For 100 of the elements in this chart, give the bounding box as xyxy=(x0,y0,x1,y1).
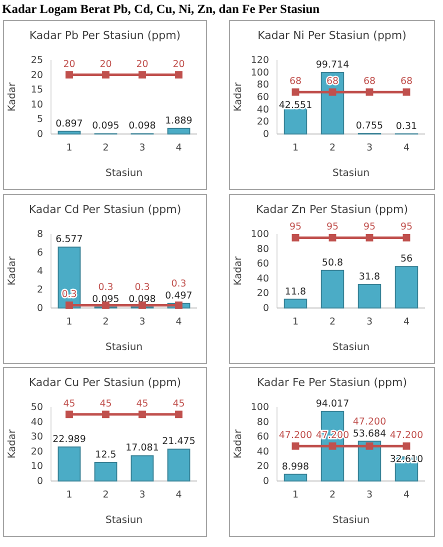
data-label: 0.098 xyxy=(128,294,156,306)
bar xyxy=(394,266,418,308)
y-axis-title: Kadar xyxy=(7,82,18,112)
data-label: 56 xyxy=(400,254,413,265)
chart-title: Kadar Cd Per Stasiun (ppm) xyxy=(28,203,182,216)
x-tick-label: 4 xyxy=(403,490,410,501)
data-label: 0.3 xyxy=(171,278,186,290)
bar xyxy=(94,462,118,482)
y-tick-label: 0 xyxy=(36,303,43,314)
data-label: 0.3 xyxy=(98,282,114,294)
y-tick-label: 40 xyxy=(256,446,269,458)
y-tick-label: 100 xyxy=(250,229,269,240)
x-tick-label: 2 xyxy=(102,142,109,154)
data-label: 99.714 xyxy=(316,60,350,71)
data-label: 95 xyxy=(326,222,339,233)
y-tick-label: 60 xyxy=(256,432,269,443)
x-tick-label: 2 xyxy=(102,316,109,328)
y-tick-label: 0 xyxy=(36,476,43,488)
x-axis-title: Stasiun xyxy=(332,342,370,353)
chart-title: Kadar Pb Per Stasiun (ppm) xyxy=(29,29,181,42)
x-axis-title: Stasiun xyxy=(105,342,143,353)
x-tick-label: 3 xyxy=(139,142,146,154)
data-label: 6.577 xyxy=(56,234,83,246)
x-tick-label: 4 xyxy=(403,142,410,154)
bar xyxy=(320,270,344,308)
x-axis-title: Stasiun xyxy=(332,515,370,526)
y-axis-title: Kadar xyxy=(7,428,18,459)
data-label: 95 xyxy=(363,222,376,233)
x-tick-label: 2 xyxy=(329,142,336,154)
data-label: 0.755 xyxy=(356,120,384,132)
y-tick-label: 6 xyxy=(36,248,43,259)
data-label: 68 xyxy=(326,76,339,88)
data-label: 1.889 xyxy=(165,115,192,126)
data-label: 45 xyxy=(136,398,148,410)
data-label: 47.200 xyxy=(278,430,312,442)
y-tick-label: 8 xyxy=(36,229,43,240)
y-tick-label: 50 xyxy=(30,402,43,414)
y-tick-label: 40 xyxy=(256,104,269,116)
y-tick-label: 30 xyxy=(30,432,43,443)
data-label: 45 xyxy=(100,398,112,410)
data-label: 95 xyxy=(289,222,302,233)
data-label: 45 xyxy=(172,398,185,410)
x-tick-label: 4 xyxy=(176,142,182,154)
y-axis-title: Kadar xyxy=(233,428,244,459)
data-label: 0.897 xyxy=(56,118,83,130)
bar xyxy=(167,448,190,482)
data-label: 12.5 xyxy=(95,450,116,460)
data-label: 68 xyxy=(363,76,376,88)
x-tick-label: 1 xyxy=(66,142,72,154)
data-label: 20 xyxy=(100,58,112,70)
y-tick-label: 80 xyxy=(256,80,269,91)
data-label: 20 xyxy=(136,58,148,70)
y-tick-label: 0 xyxy=(262,303,269,314)
x-tick-label: 3 xyxy=(139,490,146,501)
y-tick-label: 40 xyxy=(256,273,269,284)
x-tick-label: 1 xyxy=(292,316,299,328)
data-label: 94.017 xyxy=(316,398,350,410)
x-tick-label: 1 xyxy=(66,316,72,328)
data-label: 8.998 xyxy=(282,461,310,472)
data-label: 0.3 xyxy=(62,289,77,300)
data-label: 20 xyxy=(63,58,76,70)
x-tick-label: 2 xyxy=(329,490,336,501)
data-label: 68 xyxy=(289,76,302,88)
bar xyxy=(284,298,308,308)
y-tick-label: 100 xyxy=(250,402,269,414)
x-axis-title: Stasiun xyxy=(105,168,143,179)
data-label: 47.200 xyxy=(352,416,386,428)
x-tick-label: 2 xyxy=(102,490,109,501)
x-tick-label: 1 xyxy=(66,490,72,501)
bar xyxy=(58,446,81,482)
bar xyxy=(284,107,308,134)
x-tick-label: 4 xyxy=(403,316,410,328)
y-tick-label: 0 xyxy=(36,129,43,140)
y-tick-label: 15 xyxy=(30,84,43,96)
data-label: 11.8 xyxy=(284,286,306,298)
y-tick-label: 25 xyxy=(30,55,43,66)
y-tick-label: 80 xyxy=(256,416,269,428)
text: Kadar Logam Berat Pb, Cd, Cu, Ni, Zn, dan Fe Per Stasiun xyxy=(2,2,320,16)
data-label: 0.31 xyxy=(396,120,418,132)
data-label: 0.497 xyxy=(165,290,192,302)
chart-title: Kadar Zn Per Stasiun (ppm) xyxy=(256,203,408,216)
bar xyxy=(284,474,308,482)
data-label: 47.200 xyxy=(390,430,424,442)
y-tick-label: 4 xyxy=(36,266,43,278)
data-label: 45 xyxy=(63,398,76,410)
y-tick-label: 5 xyxy=(36,114,43,126)
y-tick-label: 80 xyxy=(256,244,269,255)
x-tick-label: 3 xyxy=(366,490,373,501)
y-tick-label: 0 xyxy=(262,129,269,140)
y-tick-label: 10 xyxy=(30,99,43,110)
x-tick-label: 1 xyxy=(292,142,299,154)
data-label: 50.8 xyxy=(322,257,344,268)
data-label: 21.475 xyxy=(162,436,196,448)
y-axis-title: Kadar xyxy=(7,256,18,286)
chart-title: Kadar Fe Per Stasiun (ppm) xyxy=(256,376,408,389)
y-tick-label: 20 xyxy=(30,70,43,81)
y-tick-label: 0 xyxy=(262,476,269,488)
x-tick-label: 3 xyxy=(366,142,373,154)
y-tick-label: 100 xyxy=(250,67,269,78)
x-tick-label: 2 xyxy=(329,316,336,328)
